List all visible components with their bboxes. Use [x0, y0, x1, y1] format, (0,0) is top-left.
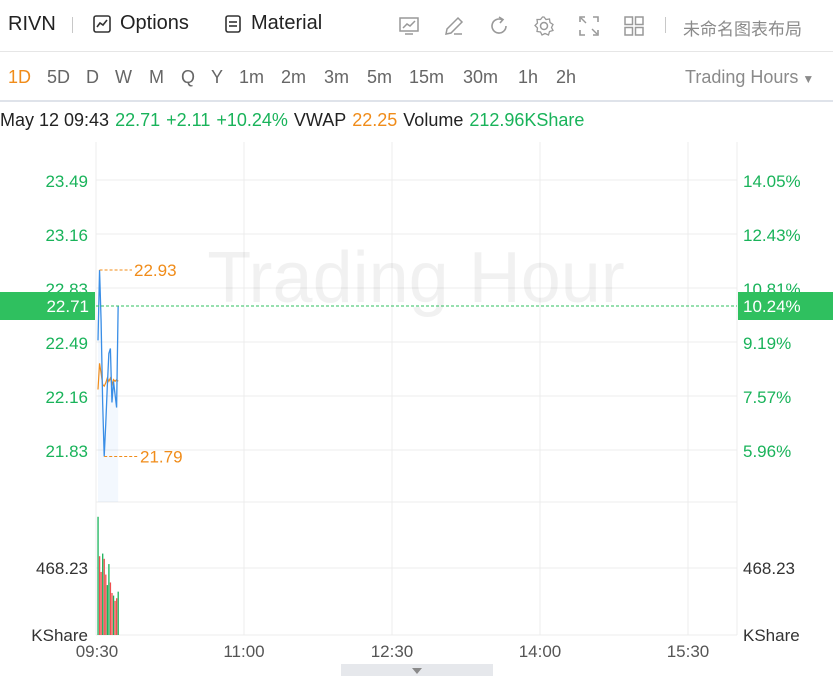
high-marker-label: 22.93: [134, 261, 177, 280]
volume-label: Volume: [403, 110, 464, 130]
volume-tick-right: 468.23: [743, 559, 795, 578]
y-tick-left: 22.49: [45, 334, 88, 353]
volume-unit-left: KShare: [31, 626, 88, 645]
x-tick: 12:30: [371, 642, 414, 661]
caret-down-icon: ▼: [802, 72, 815, 86]
period-1d[interactable]: 1D: [8, 67, 32, 87]
x-tick: 15:30: [667, 642, 710, 661]
x-tick: 11:00: [223, 642, 264, 661]
price-line: [97, 269, 119, 457]
y-tick-right: 12.43%: [743, 226, 801, 245]
volume-bar: [108, 564, 110, 635]
volume-bar: [102, 553, 104, 635]
y-tick-right: 9.19%: [743, 334, 791, 353]
volume-bar: [97, 516, 99, 635]
period-q[interactable]: Q: [181, 67, 196, 87]
period-bar: 1D 5D D W M Q Y 1m 2m 3m 5m 15m 30m 1h 2…: [0, 52, 833, 102]
period-w[interactable]: W: [115, 67, 132, 87]
material-label: Material: [251, 12, 323, 34]
ticker-symbol[interactable]: RIVN: [8, 13, 56, 35]
top-toolbar: RIVN Options Material: [0, 0, 833, 52]
quote-datetime: May 12 09:43: [0, 110, 110, 130]
volume-value: 212.96KShare: [469, 110, 585, 130]
period-5d[interactable]: 5D: [47, 67, 71, 87]
current-pct-badge-right: [738, 292, 833, 320]
period-d[interactable]: D: [86, 67, 99, 87]
options-chart-icon: [93, 14, 111, 33]
volume-bar: [112, 595, 115, 635]
x-tick: 09:30: [76, 642, 119, 661]
price-area: [98, 270, 119, 502]
y-tick-left: 22.16: [45, 388, 88, 407]
current-price-label: 22.71: [46, 297, 89, 316]
y-tick-right: 5.96%: [743, 442, 791, 461]
period-1m[interactable]: 1m: [239, 67, 265, 87]
chart-resize-handle[interactable]: [341, 664, 493, 676]
trading-hours-select[interactable]: Trading Hours ▼: [685, 67, 814, 88]
volume-bar: [105, 574, 107, 635]
quote-info-bar: May 12 09:43 22.71 +2.11 +10.24% VWAP 22.25 Vo…: [0, 110, 590, 131]
grid-icon[interactable]: [622, 14, 646, 38]
low-marker-label: 21.79: [140, 448, 183, 467]
period-2h[interactable]: 2h: [556, 67, 577, 87]
current-price-badge-left: [0, 292, 95, 320]
edit-icon[interactable]: [442, 14, 466, 38]
period-30m[interactable]: 30m: [463, 67, 499, 87]
watermark-text: Trading Hour: [207, 238, 625, 318]
volume-bar: [98, 556, 101, 635]
current-pct-label: 10.24%: [743, 297, 801, 316]
period-15m[interactable]: 15m: [409, 67, 445, 87]
y-tick-left: 21.83: [45, 442, 88, 461]
volume-bar: [106, 585, 108, 635]
toolbar-icon-group: [397, 14, 667, 38]
period-3m[interactable]: 3m: [324, 67, 350, 87]
chart-icon[interactable]: [397, 14, 421, 38]
document-icon: [225, 14, 241, 33]
toolbar-divider: [72, 17, 73, 33]
y-tick-left: 23.16: [45, 226, 88, 245]
intraday-chart[interactable]: Trading Hour23.4923.1622.8322.4922.1621.…: [0, 140, 833, 664]
volume-bar: [117, 591, 119, 635]
settings-icon[interactable]: [532, 14, 556, 38]
caret-down-icon: [412, 668, 422, 674]
vwap-label: VWAP: [293, 110, 347, 130]
y-tick-right: 7.57%: [743, 388, 791, 407]
volume-bar: [103, 558, 105, 635]
refresh-icon[interactable]: [487, 14, 511, 38]
period-1h[interactable]: 1h: [518, 67, 539, 87]
volume-tick-left: 468.23: [36, 559, 88, 578]
options-label: Options: [120, 12, 189, 34]
volume-bar: [109, 582, 112, 635]
quote-change: +2.11: [166, 110, 211, 130]
period-m[interactable]: M: [149, 67, 164, 87]
fullscreen-icon[interactable]: [577, 14, 601, 38]
period-2m[interactable]: 2m: [281, 67, 307, 87]
quote-change-pct: +10.24%: [216, 110, 288, 130]
y-tick-left: 23.49: [45, 172, 88, 191]
quote-price: 22.71: [115, 110, 161, 130]
volume-bar: [111, 592, 113, 635]
toolbar-divider: [665, 17, 666, 33]
y-tick-right: 14.05%: [743, 172, 801, 191]
period-y[interactable]: Y: [211, 67, 224, 87]
layout-name[interactable]: 未命名图表布局: [683, 20, 802, 39]
period-5m[interactable]: 5m: [367, 67, 393, 87]
material-button[interactable]: Material: [223, 12, 322, 35]
trading-hours-label: Trading Hours: [685, 67, 799, 87]
volume-bar: [100, 571, 102, 635]
vwap-value: 22.25: [352, 110, 398, 130]
volume-bar: [116, 598, 118, 635]
x-tick: 14:00: [519, 642, 562, 661]
options-button[interactable]: Options: [92, 12, 189, 35]
volume-bar: [114, 600, 116, 635]
volume-unit-right: KShare: [743, 626, 800, 645]
